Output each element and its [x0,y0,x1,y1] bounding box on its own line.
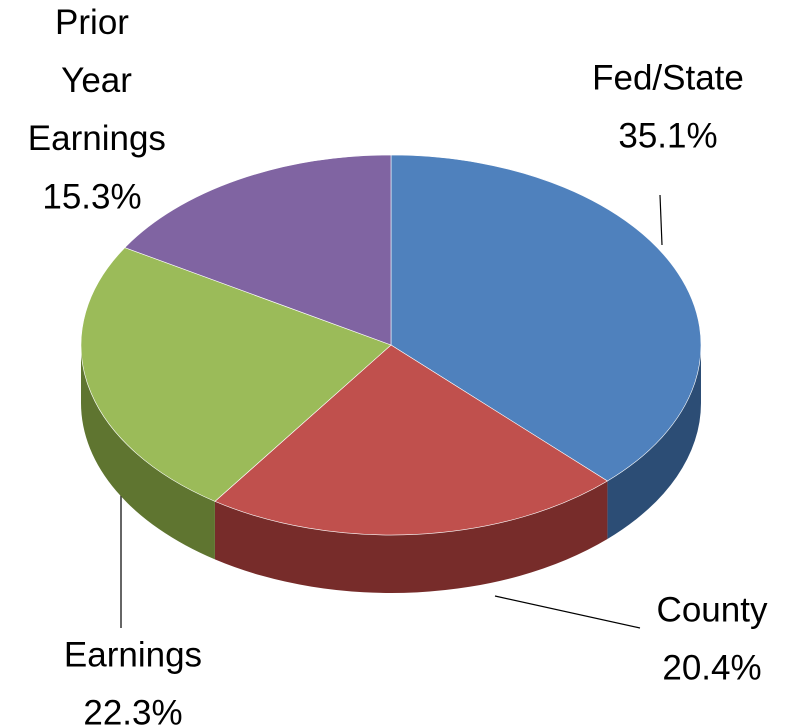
category-label: Prior Year Earnings [18,3,166,158]
value-label: 22.3% [83,693,182,727]
slice [124,154,392,346]
slice-side [607,345,701,540]
leader-line [494,595,641,629]
slice-side [81,345,215,560]
slice [390,154,702,482]
value-label: 20.4% [662,648,761,687]
value-label: 15.3% [42,177,141,216]
category-label: County [657,590,768,629]
pie [80,154,702,593]
category-label: Earnings [64,635,202,674]
slice-side [214,481,608,593]
value-label: 35.1% [618,116,717,155]
slice [214,344,608,536]
category-label: Fed/State [592,58,744,97]
leader-line [659,194,663,246]
slice [80,247,392,502]
